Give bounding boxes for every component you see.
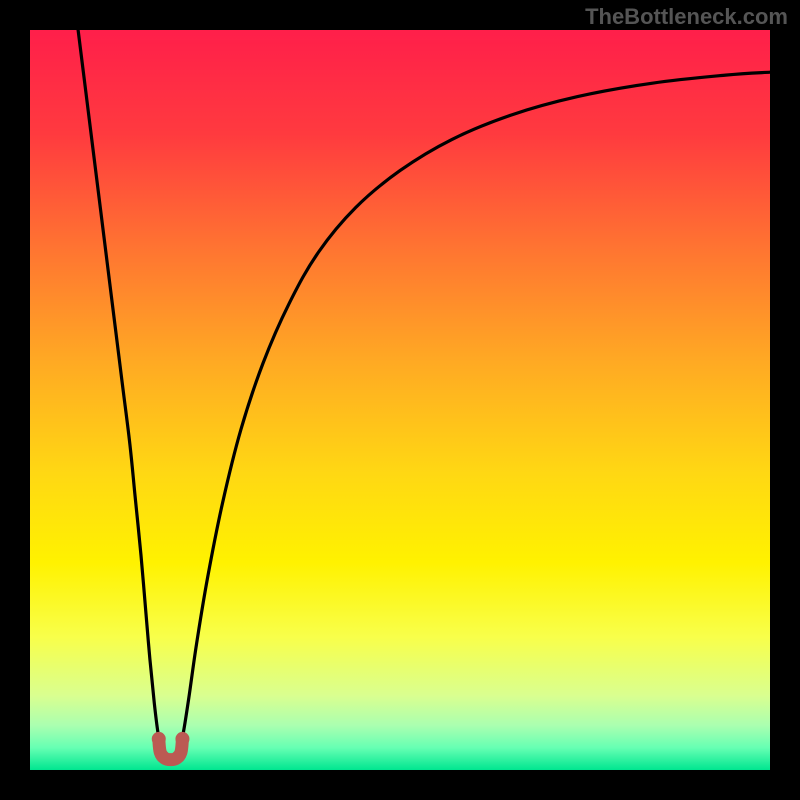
chart-plot-area	[30, 30, 770, 770]
chart-container: TheBottleneck.com	[0, 0, 800, 800]
valley-endpoint-dot-1	[175, 732, 189, 746]
valley-endpoint-dot-0	[152, 732, 166, 746]
watermark-text: TheBottleneck.com	[585, 4, 788, 30]
bottleneck-chart	[0, 0, 800, 800]
